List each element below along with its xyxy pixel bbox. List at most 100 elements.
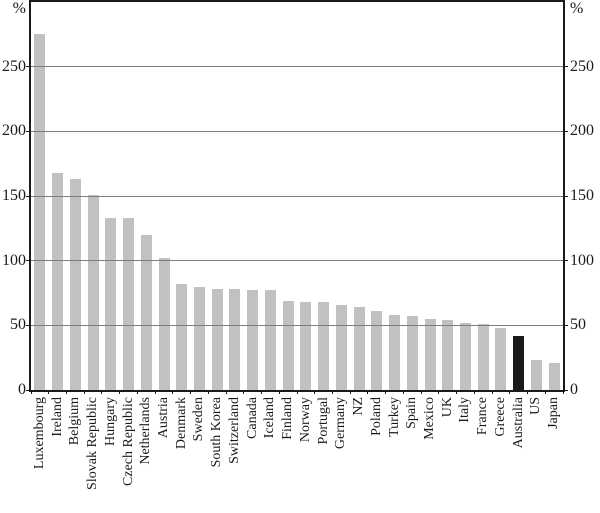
x-tick-10 bbox=[207, 390, 209, 394]
x-tick-3 bbox=[83, 390, 85, 394]
bar-slot-belgium bbox=[66, 2, 84, 390]
x-label-switzerland: Switzerland bbox=[226, 397, 242, 464]
gridline-100 bbox=[31, 260, 563, 262]
x-tick-26 bbox=[491, 390, 493, 394]
bar-slot-japan bbox=[545, 2, 563, 390]
gridline-250 bbox=[31, 66, 563, 68]
bar-slot-italy bbox=[457, 2, 475, 390]
bar-slot-germany bbox=[332, 2, 350, 390]
bar-slot-norway bbox=[297, 2, 315, 390]
x-tick-15 bbox=[296, 390, 298, 394]
x-tick-9 bbox=[190, 390, 192, 394]
bar-slot-poland bbox=[368, 2, 386, 390]
bar-slot-austria bbox=[155, 2, 173, 390]
x-tick-20 bbox=[385, 390, 387, 394]
bar-france bbox=[477, 324, 489, 390]
bar-belgium bbox=[69, 179, 81, 390]
bar-slot-finland bbox=[279, 2, 297, 390]
bar-slot-france bbox=[474, 2, 492, 390]
bar-luxembourg bbox=[34, 34, 46, 390]
bar-slot-south-korea bbox=[208, 2, 226, 390]
bar-slovak-republic bbox=[87, 194, 99, 390]
x-label-south-korea: South Korea bbox=[209, 397, 225, 468]
x-tick-12 bbox=[243, 390, 245, 394]
y-tick-left-0 bbox=[26, 389, 31, 391]
bar-denmark bbox=[176, 283, 188, 390]
y-tick-right-0 bbox=[563, 389, 568, 391]
bar-slot-australia bbox=[510, 2, 528, 390]
y-axis-label-right-100: 100 bbox=[570, 251, 594, 269]
bar-poland bbox=[371, 311, 383, 390]
bar-spain bbox=[406, 316, 418, 390]
x-tick-11 bbox=[225, 390, 227, 394]
bar-germany bbox=[335, 304, 347, 390]
x-label-turkey: Turkey bbox=[386, 397, 402, 437]
x-label-iceland: Iceland bbox=[262, 397, 278, 439]
x-tick-14 bbox=[278, 390, 280, 394]
bar-slot-us bbox=[528, 2, 546, 390]
bar-slot-greece bbox=[492, 2, 510, 390]
y-axis-label-left-200: 200 bbox=[2, 122, 26, 140]
x-label-belgium: Belgium bbox=[67, 397, 83, 446]
bar-iceland bbox=[264, 290, 276, 390]
y-axis-label-right-150: 150 bbox=[570, 187, 594, 204]
bar-netherlands bbox=[140, 234, 152, 390]
x-tick-18 bbox=[349, 390, 351, 394]
x-tick-22 bbox=[420, 390, 422, 394]
x-tick-17 bbox=[331, 390, 333, 394]
y-tick-left-100 bbox=[26, 260, 31, 262]
x-label-poland: Poland bbox=[368, 397, 384, 436]
bar-uk bbox=[442, 320, 454, 390]
x-label-finland: Finland bbox=[280, 397, 296, 440]
x-tick-0 bbox=[30, 390, 32, 394]
bar-czech-republic bbox=[123, 218, 135, 390]
x-label-hungary: Hungary bbox=[102, 397, 118, 446]
x-tick-25 bbox=[473, 390, 475, 394]
x-tick-24 bbox=[456, 390, 458, 394]
y-tick-right-150 bbox=[563, 195, 568, 197]
bar-switzerland bbox=[229, 289, 241, 390]
bar-slot-uk bbox=[439, 2, 457, 390]
plot-area bbox=[29, 0, 565, 392]
x-label-uk: UK bbox=[439, 397, 455, 418]
bar-slot-portugal bbox=[315, 2, 333, 390]
y-axis-unit-right: % bbox=[570, 0, 584, 17]
x-tick-4 bbox=[101, 390, 103, 394]
x-label-australia: Australia bbox=[510, 397, 526, 449]
x-label-canada: Canada bbox=[244, 397, 260, 439]
x-tick-8 bbox=[172, 390, 174, 394]
gridline-200 bbox=[31, 130, 563, 132]
x-tick-30 bbox=[562, 390, 564, 394]
bar-turkey bbox=[389, 315, 401, 390]
x-tick-27 bbox=[509, 390, 511, 394]
y-axis-label-left-50: 50 bbox=[10, 316, 26, 334]
y-axis-label-left-250: 250 bbox=[2, 57, 26, 75]
x-tick-5 bbox=[119, 390, 121, 394]
bar-slot-hungary bbox=[102, 2, 120, 390]
y-tick-right-250 bbox=[563, 66, 568, 68]
y-axis-unit-left: % bbox=[12, 0, 26, 17]
bar-slot-denmark bbox=[173, 2, 191, 390]
bar-slot-turkey bbox=[386, 2, 404, 390]
x-label-greece: Greece bbox=[492, 397, 508, 437]
x-tick-19 bbox=[367, 390, 369, 394]
bar-slot-mexico bbox=[421, 2, 439, 390]
bar-slot-luxembourg bbox=[31, 2, 49, 390]
x-label-germany: Germany bbox=[333, 397, 349, 450]
bar-greece bbox=[495, 327, 507, 390]
x-label-luxembourg: Luxembourg bbox=[31, 397, 47, 470]
gridline-150 bbox=[31, 195, 563, 197]
x-tick-16 bbox=[314, 390, 316, 394]
y-tick-right-200 bbox=[563, 130, 568, 132]
bar-italy bbox=[459, 322, 471, 390]
y-tick-left-50 bbox=[26, 324, 31, 326]
x-label-nz: NZ bbox=[351, 397, 367, 416]
bar-austria bbox=[158, 258, 170, 390]
x-tick-23 bbox=[438, 390, 440, 394]
x-tick-6 bbox=[136, 390, 138, 394]
x-label-france: France bbox=[475, 397, 491, 436]
gridline-50 bbox=[31, 324, 563, 326]
x-tick-29 bbox=[544, 390, 546, 394]
bar-sweden bbox=[193, 286, 205, 390]
y-axis-label-left-150: 150 bbox=[2, 187, 26, 204]
